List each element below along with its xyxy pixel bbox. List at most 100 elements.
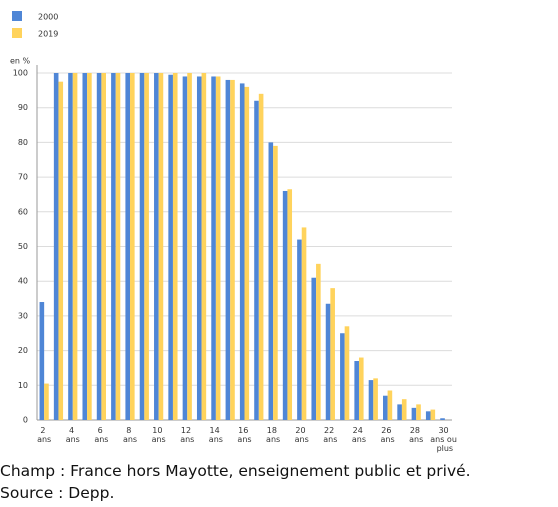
x-tick-label-line: ans [180, 435, 194, 444]
note: Source : Depp. [0, 484, 114, 502]
bar [244, 86, 250, 420]
bar [187, 73, 192, 420]
bar [440, 418, 445, 420]
x-tick-label-line: 30 [438, 426, 451, 435]
y-tick-label: 70 [18, 173, 28, 182]
y-tick-label: 60 [18, 207, 28, 216]
bar [144, 73, 149, 420]
x-tick-label-line: 22 [324, 426, 337, 435]
y-tick-label: 20 [18, 346, 28, 355]
x-tick-label: 12 ans [180, 426, 194, 444]
x-tick-label-line: 14 [210, 426, 223, 435]
bar [401, 399, 407, 420]
bar [340, 333, 345, 420]
x-tick-label: 20 ans [295, 426, 309, 444]
bar [297, 239, 302, 420]
bar [387, 390, 393, 420]
x-tick-label-line: 4 [69, 426, 77, 435]
x-tick-label: 30 ans ou plus [430, 426, 459, 453]
bar [172, 73, 178, 420]
x-tick-label: 26 ans [381, 426, 395, 444]
y-axis-label: en % [10, 57, 31, 66]
y-tick-label: 30 [18, 311, 28, 320]
bar [215, 76, 221, 420]
bar [430, 409, 436, 420]
x-tick-label: 22 ans [323, 426, 337, 444]
x-tick-label-line: 26 [381, 426, 394, 435]
bar [282, 190, 288, 420]
x-tick-label-line: ans [352, 435, 366, 444]
bar [325, 303, 331, 420]
y-tick-label: 100 [13, 69, 28, 78]
bar [101, 73, 106, 420]
bar [82, 73, 88, 420]
x-tick-label-line: ans [295, 435, 309, 444]
bar [111, 73, 116, 420]
bar [273, 145, 278, 420]
x-tick-label: 14 ans [209, 426, 223, 444]
bar [344, 326, 350, 420]
bar [397, 404, 402, 420]
bar [416, 404, 421, 420]
y-tick-label: 50 [18, 242, 28, 251]
bar [373, 378, 378, 420]
y-tick-label: 10 [18, 381, 28, 390]
x-tick-label-line: ans [37, 435, 51, 444]
x-tick-label-line: ans [94, 435, 108, 444]
bar [287, 189, 293, 420]
x-tick-label-line: 6 [98, 426, 106, 435]
x-tick-label-line: 28 [410, 426, 423, 435]
x-tick-label: 16 ans [237, 426, 251, 444]
x-tick-label-line: ans [409, 435, 423, 444]
bar [425, 411, 431, 420]
x-tick-label-line: 24 [353, 426, 366, 435]
y-tick-label: 40 [18, 277, 28, 286]
bar [330, 288, 335, 420]
note: Champ : France hors Mayotte, enseignemen… [0, 462, 471, 480]
bar [96, 73, 102, 420]
legend-label: 2019 [38, 30, 58, 39]
bar [311, 277, 317, 420]
x-tick-label-line: ans ou [430, 435, 459, 444]
bar [58, 81, 64, 421]
bar [368, 380, 374, 420]
bar [154, 73, 159, 420]
bar [130, 73, 135, 420]
bar [383, 395, 388, 420]
x-tick-label-line: 18 [267, 426, 280, 435]
bar [258, 93, 264, 420]
bar [158, 73, 164, 420]
x-tick-label: 28 ans [409, 426, 423, 444]
x-tick-label: 18 ans [266, 426, 280, 444]
x-tick-label-line: 16 [238, 426, 251, 435]
x-tick-label-line: ans [123, 435, 137, 444]
bar [53, 73, 59, 420]
legend-label: 2000 [38, 13, 58, 22]
y-tick-label: 80 [18, 138, 28, 147]
bar [139, 73, 145, 420]
x-tick-label-line: 12 [181, 426, 194, 435]
x-tick-label-line: 2 [40, 426, 48, 435]
bar [68, 73, 73, 420]
x-tick-label-line: ans [152, 435, 166, 444]
x-tick-label: 10 ans [152, 426, 166, 444]
x-tick-label-line: ans [209, 435, 223, 444]
y-tick-label: 90 [18, 103, 28, 112]
bar [201, 73, 207, 420]
x-tick-label-line: 8 [126, 426, 134, 435]
bar [301, 227, 307, 420]
x-tick-label-line: ans [266, 435, 280, 444]
bar [125, 73, 131, 420]
bar [354, 361, 359, 420]
bar [268, 142, 274, 420]
bar [411, 407, 417, 420]
bar [225, 79, 231, 420]
bar [115, 73, 121, 420]
legend-swatch [12, 11, 22, 21]
x-tick-label-line: 10 [152, 426, 165, 435]
x-tick-label: 2 ans [37, 426, 51, 444]
bar [358, 357, 364, 420]
x-tick-label-line: plus [437, 444, 454, 453]
bar [196, 76, 202, 420]
